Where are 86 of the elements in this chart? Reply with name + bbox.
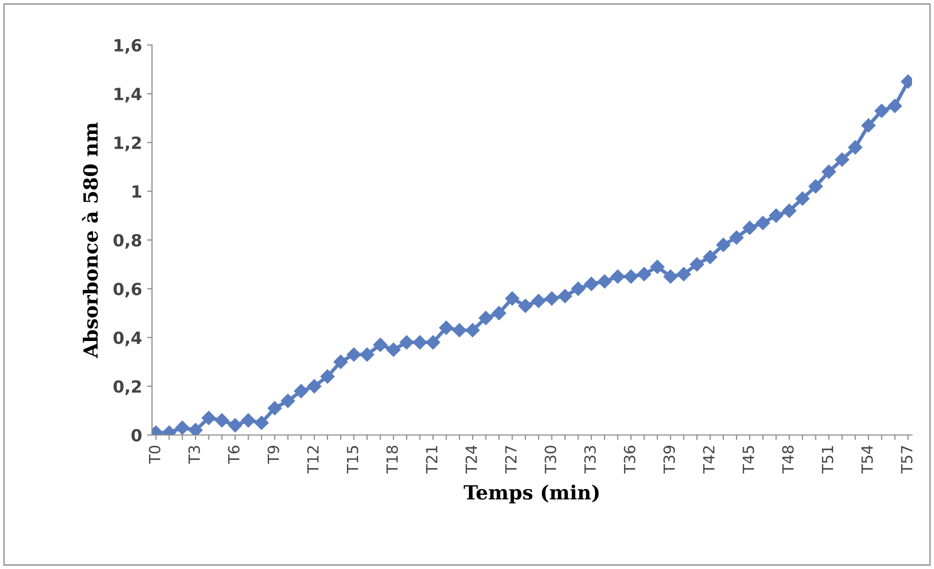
point bbox=[888, 98, 902, 114]
point bbox=[624, 269, 638, 284]
point bbox=[478, 310, 493, 326]
x-tick-label: T6 bbox=[228, 446, 240, 464]
y-tick-label: 1,4 bbox=[114, 88, 142, 102]
x-tick-label: T39 bbox=[663, 446, 675, 474]
point bbox=[294, 384, 308, 398]
point bbox=[782, 204, 796, 218]
point bbox=[268, 401, 282, 416]
point bbox=[373, 338, 388, 352]
point bbox=[426, 335, 440, 350]
point bbox=[307, 379, 322, 394]
x-tick-label: T9 bbox=[268, 446, 280, 464]
point bbox=[439, 320, 454, 335]
y-tick-label: 1,2 bbox=[114, 136, 141, 152]
point bbox=[597, 274, 612, 289]
point bbox=[202, 410, 216, 426]
x-tick-label: T18 bbox=[386, 446, 398, 474]
point bbox=[650, 260, 664, 274]
point bbox=[360, 347, 374, 362]
point bbox=[822, 164, 836, 179]
point bbox=[663, 269, 678, 284]
y-tick-label: 0,8 bbox=[114, 234, 142, 249]
point bbox=[769, 208, 784, 223]
y-tick-label: 0,4 bbox=[114, 331, 142, 346]
point bbox=[795, 191, 810, 206]
x-tick-label: T27 bbox=[505, 446, 516, 474]
x-tick-label: T15 bbox=[346, 446, 358, 474]
point bbox=[400, 335, 414, 350]
point bbox=[808, 179, 823, 194]
y-axis-title: Absorbonce à 580 nm bbox=[82, 122, 98, 358]
point bbox=[544, 291, 559, 306]
point bbox=[834, 152, 850, 167]
point bbox=[729, 230, 744, 245]
point bbox=[241, 413, 256, 428]
x-tick-label: T24 bbox=[466, 446, 477, 474]
point bbox=[334, 354, 348, 369]
point bbox=[571, 282, 586, 296]
y-tick-label: 0 bbox=[131, 428, 142, 442]
x-tick-label: T42 bbox=[703, 446, 714, 474]
x-tick-label: T51 bbox=[822, 446, 834, 474]
y-tick-label: 1 bbox=[132, 185, 142, 198]
x-tick-label: T45 bbox=[742, 446, 754, 474]
point bbox=[584, 276, 598, 291]
x-tick-label: T0 bbox=[148, 446, 160, 464]
y-tick-label: 1,6 bbox=[114, 38, 142, 54]
point bbox=[756, 216, 770, 230]
x-tick-label: T36 bbox=[624, 446, 636, 474]
point bbox=[280, 394, 295, 408]
point bbox=[716, 238, 730, 252]
point bbox=[412, 335, 427, 350]
point bbox=[452, 323, 467, 338]
point bbox=[346, 347, 361, 362]
point bbox=[532, 294, 546, 308]
point bbox=[742, 220, 757, 235]
point bbox=[320, 369, 335, 384]
point bbox=[386, 342, 401, 357]
x-tick-label: T12 bbox=[307, 446, 319, 474]
point bbox=[505, 291, 520, 306]
x-tick-label: T48 bbox=[782, 446, 794, 474]
y-tick-label: 0,2 bbox=[114, 380, 141, 395]
x-tick-label: T30 bbox=[544, 446, 556, 474]
point bbox=[848, 140, 862, 154]
point bbox=[214, 413, 230, 428]
point bbox=[492, 306, 506, 320]
point bbox=[466, 323, 480, 338]
x-tick-label: T21 bbox=[426, 446, 438, 474]
point bbox=[874, 104, 889, 118]
x-axis-title: Temps (min) bbox=[464, 484, 599, 504]
x-tick-label: T57 bbox=[901, 446, 912, 474]
y-tick-label: 0,6 bbox=[114, 282, 142, 298]
point bbox=[861, 118, 876, 133]
point bbox=[188, 423, 203, 435]
point bbox=[703, 250, 718, 264]
point bbox=[228, 418, 242, 432]
point bbox=[558, 288, 572, 304]
point bbox=[175, 420, 190, 435]
point bbox=[690, 257, 704, 272]
x-tick-label: T3 bbox=[188, 446, 200, 464]
point bbox=[676, 267, 691, 282]
x-tick-label: T33 bbox=[584, 446, 596, 474]
point bbox=[610, 269, 625, 284]
point bbox=[254, 416, 269, 430]
point bbox=[518, 298, 532, 313]
x-tick-label: T54 bbox=[862, 446, 873, 474]
point bbox=[637, 267, 652, 282]
